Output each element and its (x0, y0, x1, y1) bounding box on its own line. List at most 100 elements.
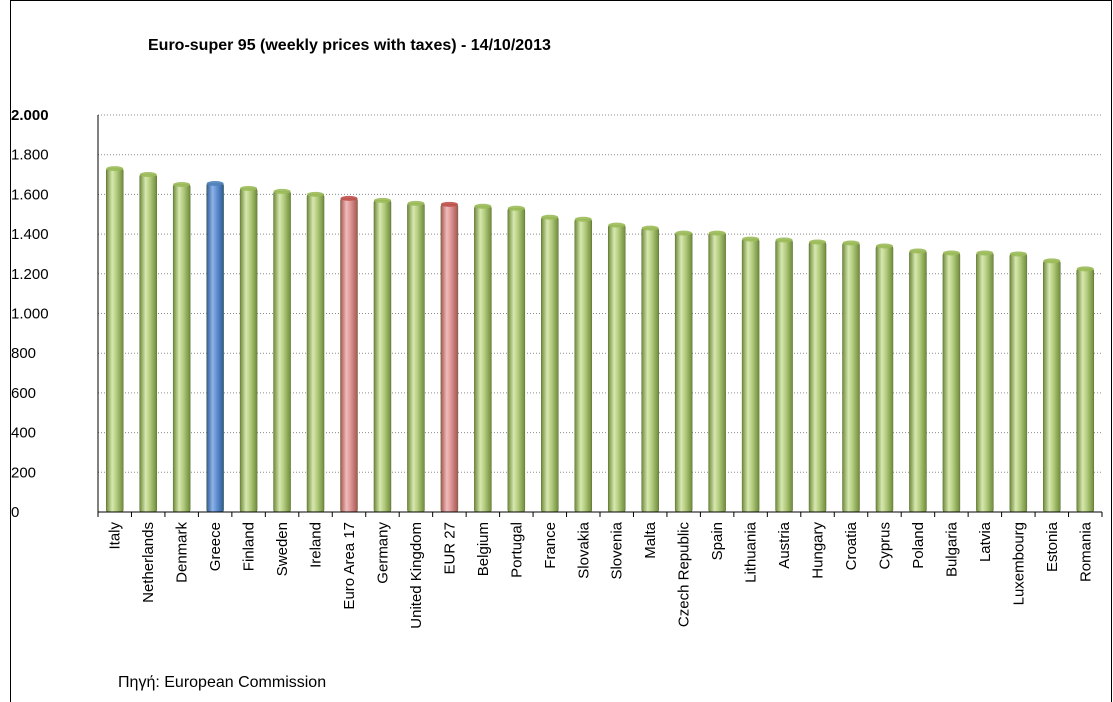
bar-malta (641, 227, 659, 513)
x-tick-label: Malta (642, 521, 659, 558)
bar-cap (1009, 251, 1027, 257)
bar-spain (708, 232, 726, 513)
bar-cap (742, 236, 760, 242)
x-tick-label: Austria (776, 521, 793, 568)
bar-cap (574, 216, 592, 222)
bar-cap (1076, 266, 1094, 272)
y-tick-label: 1.400 (11, 226, 49, 243)
bar-portugal (507, 208, 526, 513)
bar-cap (507, 205, 525, 211)
x-tick-label: Hungary (810, 522, 827, 579)
x-tick-label: EUR 27 (441, 522, 458, 575)
bar-luxembourg (1009, 253, 1028, 513)
bar-finland (239, 188, 258, 513)
x-tick-label: Euro Area 17 (341, 522, 358, 610)
y-tick-label: 0 (11, 504, 19, 521)
bar-poland (909, 250, 927, 513)
x-axis-labels: Italy Netherlands Denmark Greece Finland Swed… (107, 521, 1095, 628)
bar-eur-27 (440, 204, 459, 513)
bar-slovakia (574, 218, 593, 513)
x-tick-label: Luxembourg (1010, 522, 1027, 605)
x-tick-label: Finland (241, 522, 258, 571)
bar-estonia (1043, 260, 1061, 513)
x-tick-label: Sweden (274, 522, 291, 576)
bar-cap (273, 188, 291, 194)
bar-sweden (273, 191, 291, 513)
bar-hungary (808, 241, 827, 513)
x-tick-label: Romania (1077, 521, 1094, 582)
bar-germany (373, 200, 392, 513)
bar-latvia (976, 252, 994, 513)
bar-romania (1076, 268, 1095, 513)
y-tick-label: 2.000 (11, 107, 49, 124)
x-tick-label: United Kingdom (408, 522, 425, 629)
x-tick-label: Belgium (475, 522, 492, 576)
y-tick-label: 1.800 (11, 147, 49, 164)
bar-cap (139, 172, 157, 178)
bar-cap (240, 185, 258, 191)
bar-cap (875, 243, 893, 249)
source-note: Πηγή: European Commission (118, 674, 327, 691)
bar-united-kingdom (407, 203, 425, 513)
bar-italy (105, 168, 124, 513)
bar-cap (173, 181, 191, 187)
bar-cap (106, 166, 124, 172)
x-tick-label: Italy (107, 522, 124, 550)
bar-netherlands (139, 174, 157, 513)
bar-cap (809, 239, 827, 245)
bar-cap (340, 195, 358, 201)
x-tick-label: Cyprus (876, 522, 893, 570)
bars (105, 166, 1095, 513)
bar-cap (440, 201, 458, 207)
chart-title: Euro-super 95 (weekly prices with taxes)… (148, 37, 551, 54)
bar-cyprus (875, 245, 894, 513)
x-tick-label: Bulgaria (943, 521, 960, 577)
axes (97, 115, 1103, 517)
gridlines (98, 114, 1102, 473)
bar-bulgaria (942, 252, 961, 513)
bar-cap (608, 222, 626, 228)
y-tick-label: 800 (11, 345, 36, 362)
bar-austria (775, 239, 793, 513)
y-tick-label: 1.200 (11, 266, 49, 283)
y-tick-label: 400 (11, 425, 36, 442)
x-tick-label: Netherlands (140, 522, 157, 603)
x-tick-label: Czech Republic (676, 522, 693, 628)
bar-croatia (842, 242, 860, 513)
y-tick-label: 600 (11, 385, 36, 402)
bar-cap (307, 191, 325, 197)
x-tick-label: Slovenia (609, 521, 626, 579)
bar-cap (541, 214, 559, 220)
bar-ireland (306, 194, 325, 513)
bar-cap (909, 248, 927, 254)
bar-cap (675, 230, 693, 236)
bar-cap (1043, 258, 1061, 264)
bar-greece (206, 183, 224, 513)
x-tick-label: France (542, 522, 559, 569)
y-tick-label: 1.600 (11, 186, 49, 203)
x-tick-label: Spain (709, 522, 726, 560)
bar-cap (206, 180, 224, 186)
bar-cap (942, 250, 960, 256)
chart-frame (10, 0, 1112, 702)
x-tick-label: Lithuania (743, 521, 760, 583)
x-tick-label: Greece (207, 522, 224, 571)
bar-cap (373, 197, 391, 203)
bar-cap (842, 240, 860, 246)
bar-belgium (474, 206, 492, 513)
y-tick-label: 1.000 (11, 306, 49, 323)
x-tick-label: Germany (374, 522, 391, 584)
x-tick-label: Estonia (1044, 521, 1061, 572)
bar-cap (641, 225, 659, 231)
x-tick-label: Croatia (843, 521, 860, 570)
y-tick-label: 200 (11, 464, 36, 481)
x-tick-label: Latvia (977, 521, 994, 562)
bar-cap (474, 203, 492, 209)
bar-cap (976, 250, 994, 256)
bar-cap (407, 200, 425, 206)
bar-denmark (172, 184, 191, 513)
x-tick-label: Denmark (174, 522, 191, 583)
bar-france (541, 216, 559, 513)
x-tick-label: Poland (910, 522, 927, 569)
bar-czech-republic (674, 232, 693, 513)
